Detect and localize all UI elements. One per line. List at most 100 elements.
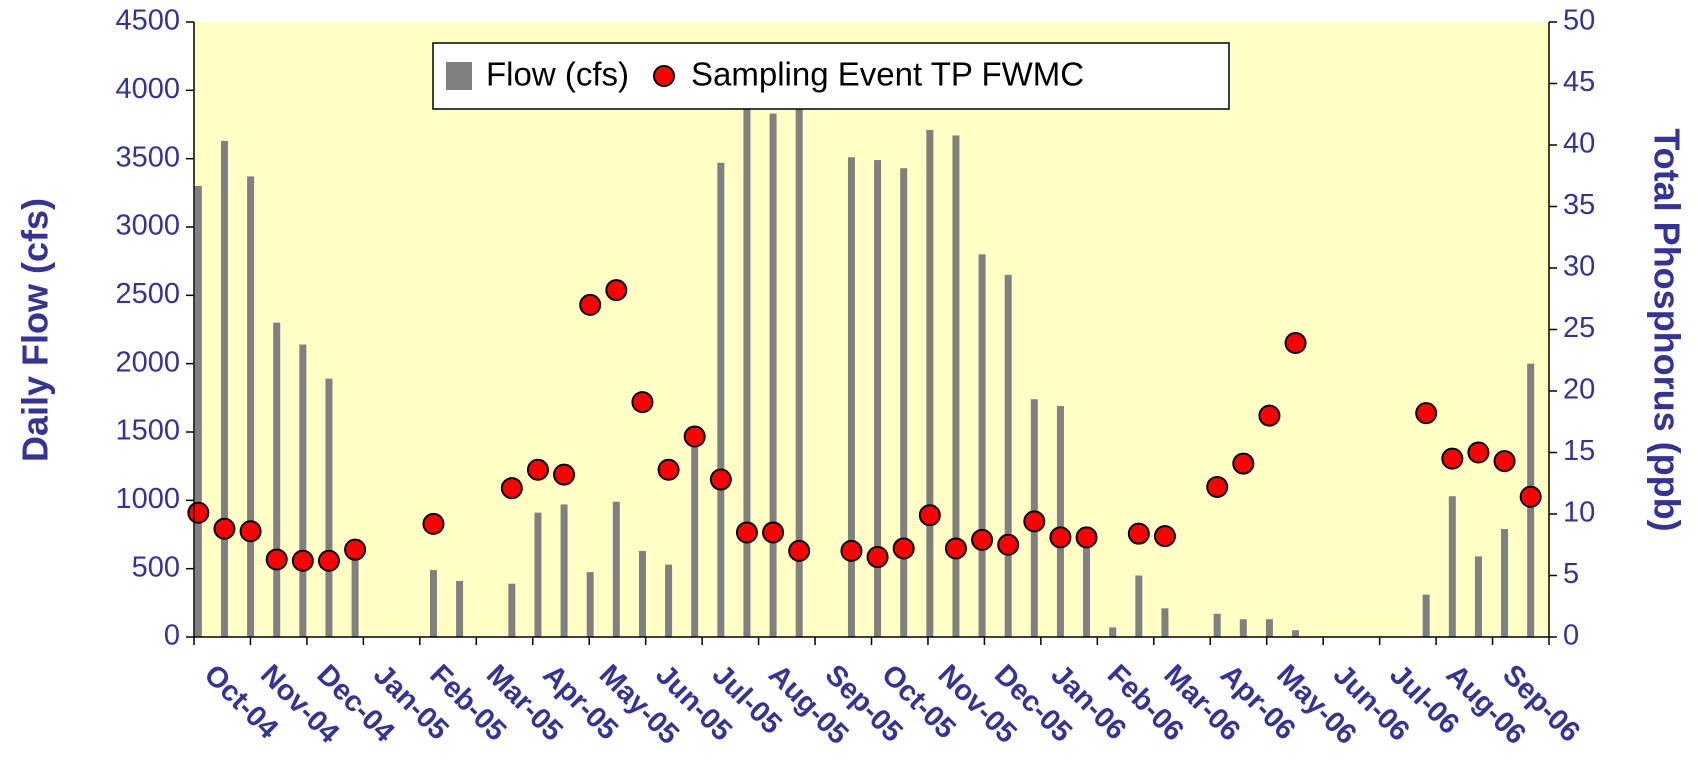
y2-tick-label: 45 [1563, 66, 1595, 98]
bar [220, 140, 228, 637]
y2-tick-label: 30 [1563, 251, 1595, 283]
bar [874, 160, 882, 638]
bar [1239, 619, 1247, 637]
point [1441, 447, 1464, 470]
bar [456, 580, 464, 637]
point [944, 537, 967, 560]
point [657, 458, 680, 481]
point [918, 504, 941, 527]
point [605, 279, 628, 302]
point [971, 528, 994, 551]
point [1023, 510, 1046, 533]
bar [665, 564, 673, 637]
bar [1109, 627, 1117, 637]
point [892, 537, 915, 560]
bar [194, 186, 202, 637]
y2-tick-label: 25 [1563, 312, 1595, 344]
point [317, 549, 340, 572]
y-tick-label: 0 [164, 620, 180, 652]
point [1493, 450, 1516, 473]
point [709, 468, 732, 491]
y2-tick-label: 10 [1563, 497, 1595, 529]
bar [743, 90, 751, 638]
point [788, 539, 811, 562]
bar [1161, 608, 1169, 637]
bar [1448, 496, 1456, 637]
bar [273, 322, 281, 637]
bar [351, 548, 359, 637]
legend-swatch [446, 62, 472, 90]
y2-tick-label: 15 [1563, 435, 1595, 467]
y2-tick-label: 0 [1563, 620, 1579, 652]
bar [926, 129, 934, 637]
point [1467, 441, 1490, 464]
point [735, 521, 758, 544]
bar [1501, 529, 1509, 637]
y2-tick-label: 20 [1563, 374, 1595, 406]
bar [638, 550, 646, 637]
legend-label: Sampling Event TP FWMC [691, 56, 1084, 93]
point [1206, 475, 1229, 498]
y-tick-label: 1000 [115, 483, 180, 515]
y-tick-label: 3500 [115, 141, 180, 173]
bar [612, 501, 620, 637]
point [265, 548, 288, 571]
bar [691, 438, 699, 637]
point [631, 391, 654, 414]
point [187, 501, 210, 524]
y-tick-label: 4500 [115, 5, 180, 37]
point [866, 546, 889, 569]
point [239, 520, 262, 543]
y2-tick-label: 35 [1563, 189, 1595, 221]
point [1415, 402, 1438, 425]
bar [769, 113, 777, 638]
bar [1083, 541, 1091, 637]
y-axis-title: Daily Flow (cfs) [15, 198, 56, 462]
y2-axis-title: Total Phosphorus (ppb) [1646, 128, 1687, 531]
point [500, 477, 523, 500]
bar [900, 168, 908, 637]
y-tick-label: 1500 [115, 415, 180, 447]
point [526, 458, 549, 481]
y-tick-label: 2500 [115, 278, 180, 310]
plot-area [194, 22, 1549, 637]
bar [1004, 274, 1012, 637]
point [762, 521, 785, 544]
y2-tick-label: 5 [1563, 558, 1579, 590]
legend-label: Flow (cfs) [486, 56, 629, 93]
point [1519, 485, 1542, 508]
point [1232, 452, 1255, 475]
bar [1474, 556, 1482, 637]
bar [1213, 613, 1221, 637]
legend-swatch [653, 65, 675, 87]
bar [1422, 594, 1430, 637]
bar [247, 176, 255, 637]
y2-tick-label: 50 [1563, 5, 1595, 37]
point [291, 549, 314, 572]
bar [795, 76, 803, 637]
point [344, 538, 367, 561]
point [840, 539, 863, 562]
bar [1135, 575, 1143, 637]
bar [717, 162, 725, 637]
y-tick-label: 3000 [115, 210, 180, 242]
bar [429, 570, 437, 637]
point [1049, 526, 1072, 549]
bar [325, 378, 333, 637]
bar [299, 344, 307, 637]
point [553, 463, 576, 486]
point [422, 512, 445, 535]
legend-box [432, 42, 1230, 110]
bar [508, 583, 516, 637]
point [1284, 332, 1307, 355]
point [997, 533, 1020, 556]
bar [560, 504, 568, 637]
bar [534, 512, 542, 637]
bar [978, 254, 986, 638]
bar [1056, 406, 1064, 637]
bar [1292, 630, 1300, 637]
bar [952, 135, 960, 637]
point [1258, 404, 1281, 427]
y-tick-label: 4000 [115, 73, 180, 105]
